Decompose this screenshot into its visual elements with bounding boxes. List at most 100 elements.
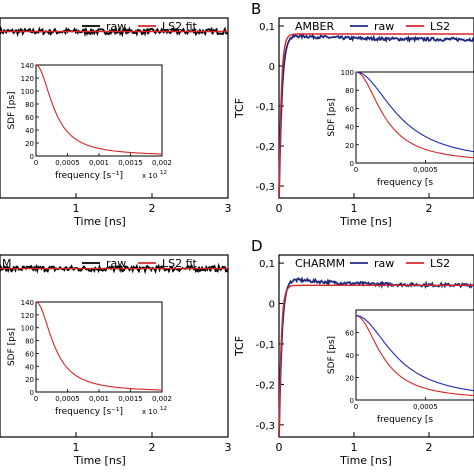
inset-x-axis-label: frequency [s — [377, 415, 434, 425]
inset-sdf-curve — [356, 71, 474, 153]
inset: 0 20 40 60 80 100 0 0,0005 SDF [ps] frequency [s — [327, 69, 474, 188]
inset: 0 20 40 60 80 100 120 140 0 0,0005 0,001 0,0015 0,00… — [7, 62, 172, 181]
inset-frame — [355, 309, 474, 401]
inset-frame — [35, 301, 163, 393]
inset-y-tick-label: 100 — [21, 325, 34, 333]
y-tick-label: 0,1 — [259, 259, 275, 270]
y-tick-label: 0 — [269, 62, 275, 73]
inset-x-tick-label: 0,002 — [152, 395, 172, 403]
inset-y-tick-label: 80 — [25, 101, 34, 109]
inset-y-tick-label: 0 — [350, 160, 354, 168]
y-tick-label: 0,1 — [259, 22, 275, 33]
inset-y-tick-label: 40 — [345, 124, 354, 132]
inset-y-tick-label: 20 — [25, 376, 34, 384]
y-tick-label: -0,2 — [255, 142, 275, 153]
legend-label: raw — [374, 257, 394, 270]
inset-y-tick-label: 60 — [345, 330, 354, 338]
inset-x-tick-label: 0 — [34, 159, 38, 167]
inset-x-tick-label: 0 — [354, 403, 358, 411]
inset-y-tick-label: 0 — [30, 389, 34, 397]
inset-y-tick-label: 60 — [345, 105, 354, 113]
series-line-ls2 — [278, 33, 474, 199]
x-tick-label: 2 — [149, 202, 156, 215]
legend-label: LS2 fit — [162, 20, 198, 33]
inset-sdf-curve — [35, 301, 162, 391]
inset-x-tick-label: 0,0015 — [118, 159, 143, 167]
panel-d: D CHARMM 0 1 2 Time [ns] 0,1 0 -0,1 -0,2 -0,3 TCF ra… — [233, 237, 474, 467]
y-tick-label: -0,3 — [255, 421, 275, 432]
legend-label: LS2 fit — [162, 257, 198, 270]
inset-y-tick-label: 100 — [21, 88, 34, 96]
x-tick-label: 1 — [351, 202, 358, 215]
inset-x-tick-label: 0,001 — [89, 159, 109, 167]
inset-y-tick-label: 20 — [345, 375, 354, 383]
legend-label: LS2 — [430, 257, 450, 270]
inset-y-tick-label: 80 — [25, 338, 34, 346]
panel-title: AMBER — [295, 20, 335, 33]
inset-x-tick-label: 0,001 — [89, 395, 109, 403]
plot-frame — [0, 17, 229, 199]
x-tick-label: 1 — [73, 441, 80, 454]
y-axis-label: TCF — [233, 336, 246, 357]
inset-multiplier-exponent: 12 — [160, 406, 167, 412]
inset-x-tick-label: 0,0005 — [413, 403, 438, 411]
inset-sdf-curve — [355, 71, 474, 159]
x-axis-label: Time [ns] — [339, 454, 392, 467]
panel-label: B — [251, 0, 261, 18]
x-tick-label: 2 — [149, 441, 156, 454]
plot-frame — [0, 254, 229, 438]
inset-y-tick-label: 40 — [25, 127, 34, 135]
x-tick-label: 1 — [73, 202, 80, 215]
inset-x-tick-label: 0,0005 — [55, 395, 80, 403]
panel-b: B AMBER 0 1 2 Time [ns] 0,1 0 -0,1 -0,2 -0,3 TCF raw… — [233, 0, 474, 228]
inset-x-tick-label: 0,0015 — [118, 395, 143, 403]
legend-label: raw — [374, 20, 394, 33]
inset-x-tick-label: 0 — [34, 395, 38, 403]
x-tick-label: 3 — [225, 202, 232, 215]
inset-x-tick-label: 0,002 — [152, 159, 172, 167]
inset-x-tick-label: 0,0005 — [413, 166, 438, 174]
series-line-raw — [278, 32, 474, 199]
x-axis-label: Time [ns] — [339, 215, 392, 228]
inset-y-axis-label: SDF [ps] — [327, 98, 337, 136]
inset-y-tick-label: 20 — [25, 140, 34, 148]
inset-x-tick-label: 0,0005 — [55, 159, 80, 167]
inset-y-tick-label: 40 — [345, 352, 354, 360]
x-tick-label: 0 — [276, 441, 283, 454]
legend-label: raw — [106, 257, 126, 270]
inset: 0 20 40 60 80 100 120 140 0 0,0005 0,001 0,0015 0,00… — [7, 299, 172, 417]
inset-y-axis-label: SDF [ps] — [327, 336, 337, 374]
y-axis-label: TCF — [233, 98, 246, 119]
inset-x-axis-label: frequency [s⁻¹] — [55, 407, 123, 417]
inset-y-tick-label: 140 — [21, 62, 34, 70]
inset-y-tick-label: 60 — [25, 114, 34, 122]
inset-y-tick-label: 0 — [30, 153, 34, 161]
inset-y-tick-label: 0 — [350, 397, 354, 405]
inset-y-axis-label: SDF [ps] — [7, 91, 17, 129]
y-tick-label: -0,2 — [255, 380, 275, 391]
panel-title: CHARMM — [295, 257, 345, 270]
inset-y-tick-label: 60 — [25, 350, 34, 358]
x-tick-label: 1 — [351, 441, 358, 454]
panel-label: D — [251, 237, 263, 255]
y-tick-label: -0,1 — [255, 102, 275, 113]
inset-y-tick-label: 20 — [345, 142, 354, 150]
inset-multiplier: x 10 — [142, 172, 157, 180]
inset-x-axis-label: frequency [s⁻¹] — [55, 171, 123, 181]
inset-multiplier-exponent: 12 — [160, 170, 167, 176]
x-axis-label: Time [ns] — [73, 215, 126, 228]
x-tick-label: 2 — [426, 441, 433, 454]
legend-label: raw — [106, 20, 126, 33]
plot-frame — [278, 254, 474, 438]
x-tick-label: 0 — [276, 202, 283, 215]
inset-y-tick-label: 120 — [21, 75, 34, 83]
inset-sdf-curve — [355, 315, 474, 397]
panel-title: M — [2, 257, 12, 270]
inset-multiplier: x 10 — [142, 408, 157, 416]
plot-frame — [278, 17, 474, 199]
inset: 0 20 40 60 0 0,0005 SDF [ps] frequency [s — [327, 309, 474, 425]
inset-x-tick-label: 0 — [354, 166, 358, 174]
inset-y-tick-label: 100 — [341, 69, 354, 77]
